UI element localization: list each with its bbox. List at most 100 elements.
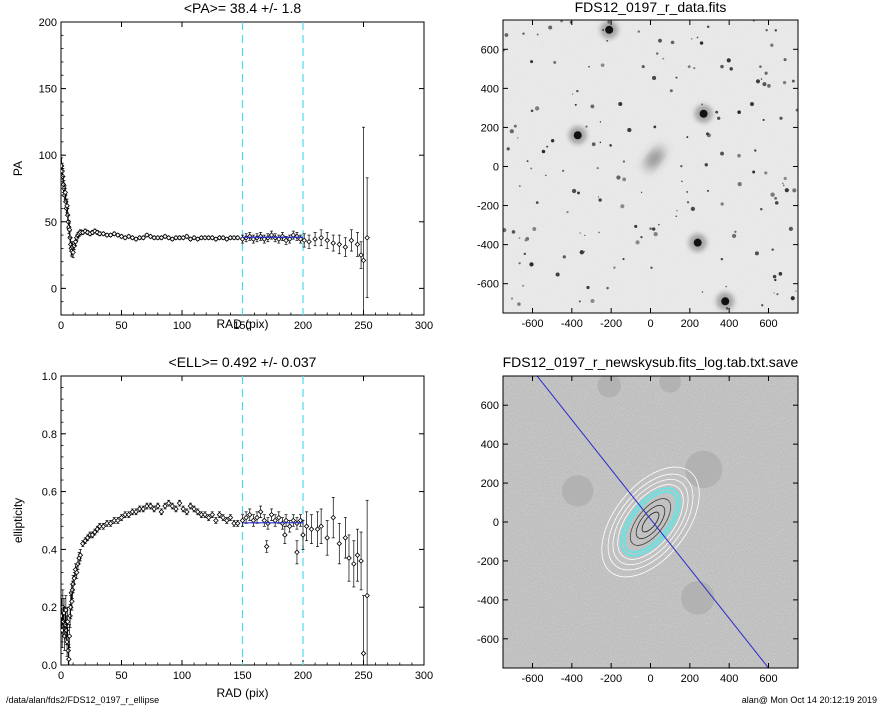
ell-ytick-label: 0.0: [42, 660, 57, 672]
ell-marker: [155, 503, 161, 509]
ell-data-point: [261, 514, 268, 527]
ellipticity-profile-chart: 0 50 100 150 200 250 300 0.0 0.2 0.4 0.6 0.8 1.0 <ELL…: [11, 354, 433, 700]
ell-data-point: [224, 517, 230, 524]
ell-xlabel: RAD (pix): [216, 686, 268, 700]
pa-data-point: [239, 234, 246, 244]
img1-star: [635, 240, 640, 245]
ell-marker: [257, 509, 264, 515]
ell-xtick-label: 100: [173, 670, 191, 682]
ell-data-point: [118, 514, 125, 521]
img1-star: [511, 297, 514, 300]
img1-star: [545, 174, 547, 177]
img1-star: [553, 60, 557, 64]
img1-star: [640, 191, 643, 193]
img1-star: [640, 236, 643, 239]
img1-star: [652, 75, 657, 81]
img1-star: [754, 251, 759, 256]
img1-star: [720, 64, 724, 69]
img1-star: [504, 33, 509, 37]
pa-marker: [234, 234, 241, 241]
pa-ytick-label: 50: [45, 217, 57, 229]
ell-data-point: [294, 540, 300, 565]
pa-data-point: [324, 232, 330, 249]
img1-star: [731, 233, 737, 239]
img1-star: [754, 149, 757, 152]
img1-xtick-label: 0: [647, 318, 653, 330]
img1-star: [590, 298, 595, 303]
img1-ytick-label: 0: [493, 162, 499, 174]
img1-star: [762, 82, 767, 87]
img1-star: [649, 227, 652, 230]
ell-data-point: [194, 508, 201, 516]
img2-isophote: [612, 478, 689, 566]
img1-star: [706, 132, 709, 136]
img1-star: [693, 66, 696, 70]
ell-data-point: [360, 595, 367, 665]
ell-marker: [165, 500, 172, 506]
pa-marker: [64, 203, 70, 209]
img1-star: [534, 106, 540, 111]
img1-star: [535, 201, 539, 204]
pa-marker: [61, 163, 65, 169]
img1-star: [523, 252, 526, 256]
img1-star: [584, 234, 586, 237]
img2-ytick-label: 600: [481, 400, 499, 412]
ell-data-point: [209, 511, 216, 518]
ell-marker: [147, 503, 154, 509]
ell-data-point: [250, 514, 257, 527]
img1-star: [536, 33, 539, 36]
ell-data-point: [276, 511, 282, 524]
ell-data-point: [73, 566, 80, 579]
ell-data-point: [147, 502, 154, 510]
ell-data-point: [162, 502, 168, 510]
ell-data-point: [354, 528, 361, 582]
ell-data-point: [268, 508, 275, 521]
pa-data-point: [306, 234, 312, 249]
ell-data-point: [100, 523, 107, 530]
ell-data-point: [300, 520, 306, 550]
ell-data-point: [272, 514, 278, 527]
img1-star: [782, 80, 787, 85]
img1-star: [656, 52, 659, 55]
img1-star: [598, 198, 602, 202]
ell-data-point: [133, 508, 139, 516]
img1-star: [586, 285, 590, 290]
img2-mask: [680, 581, 715, 615]
ell-data-point: [184, 508, 190, 516]
pa-xtick-label: 250: [354, 320, 372, 332]
ell-marker: [125, 511, 132, 518]
pa-xlabel: RAD (pix): [216, 317, 268, 331]
ell-data-point: [346, 534, 352, 582]
ell-marker: [115, 517, 121, 524]
ell-marker: [239, 517, 246, 524]
img2-isophote: [601, 466, 700, 578]
ell-marker: [216, 511, 223, 518]
ell-data-point: [303, 511, 310, 542]
img1-star: [590, 104, 595, 109]
ell-data-point: [155, 502, 161, 510]
img2-isophote: [607, 473, 694, 571]
img1-star: [555, 272, 560, 277]
pa-xtick-label: 50: [115, 320, 127, 332]
img1-star: [686, 201, 690, 204]
img1-star: [637, 30, 641, 33]
img1-ytick-label: 600: [481, 44, 499, 56]
img1-star: [548, 25, 553, 30]
pa-data-point: [257, 232, 264, 241]
img1-star: [729, 67, 733, 71]
ell-data-point: [364, 499, 370, 665]
img1-star: [597, 196, 600, 198]
ell-data-point: [336, 523, 343, 565]
pa-data-point: [70, 246, 76, 259]
img1-star: [571, 93, 574, 95]
img1-bright-star: [721, 297, 730, 306]
pa-marker: [140, 234, 147, 241]
ell-xtick-label: 200: [294, 670, 312, 682]
ell-xtick-label: 300: [415, 670, 433, 682]
img1-star: [599, 141, 602, 144]
pa-marker: [318, 234, 324, 241]
img1-star: [761, 304, 764, 307]
ell-data-point: [342, 517, 349, 559]
img2-ytick-label: -400: [477, 595, 499, 607]
img1-bright-star: [573, 131, 582, 140]
